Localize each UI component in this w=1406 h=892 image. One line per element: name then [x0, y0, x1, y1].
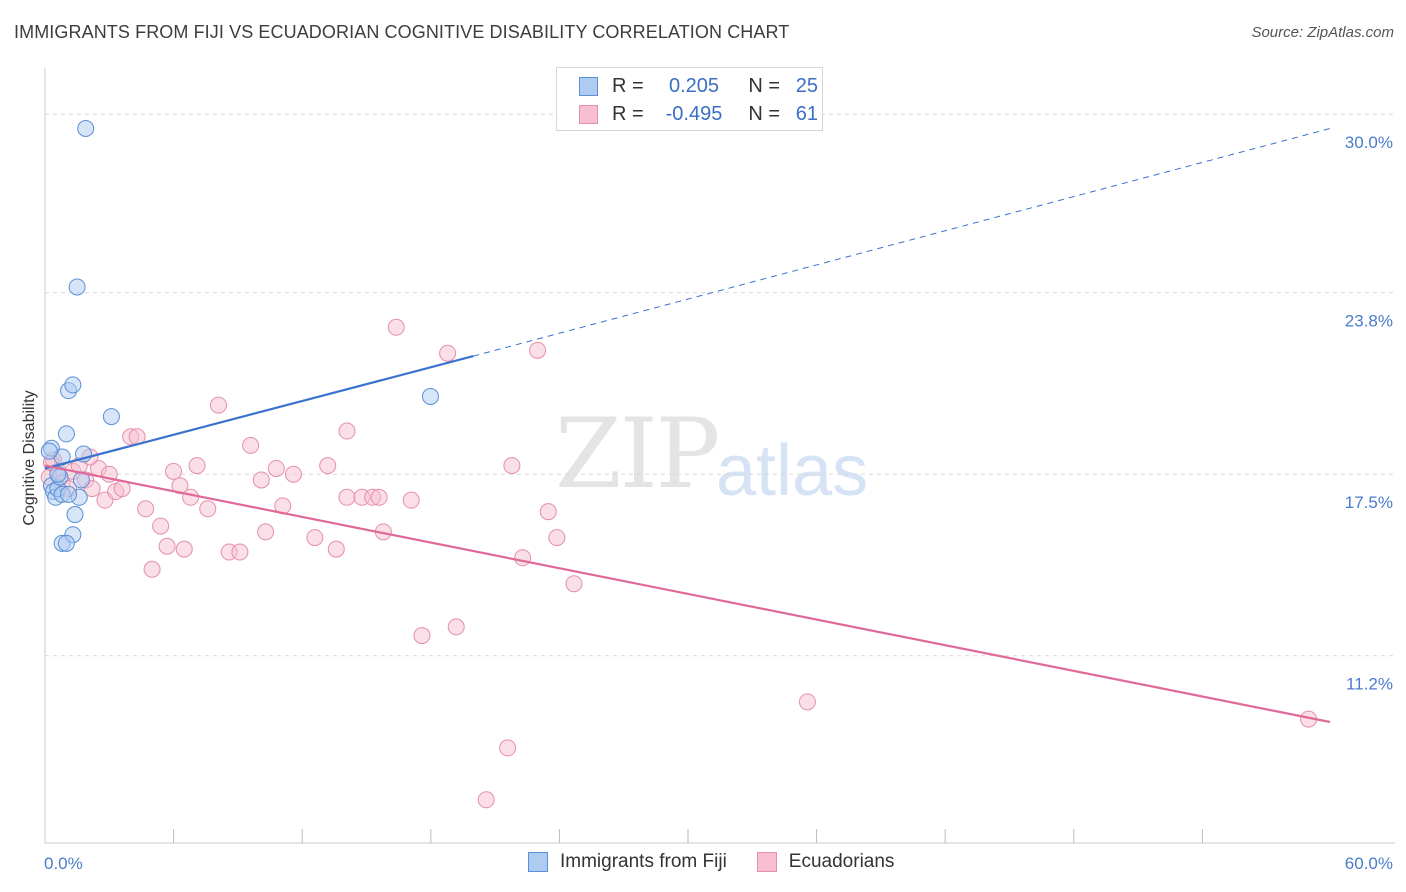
- fiji-legend-swatch: [528, 852, 548, 872]
- data-point: [66, 506, 84, 524]
- data-point: [158, 537, 176, 555]
- data-point: [402, 491, 420, 509]
- watermark-atlas: atlas: [716, 431, 869, 511]
- data-point: [548, 529, 566, 547]
- data-point: [242, 436, 260, 454]
- y-tick-label: 11.2%: [1346, 675, 1393, 694]
- ecuadorians-swatch: [579, 104, 598, 124]
- data-point: [514, 549, 532, 567]
- fiji-swatch: [579, 76, 598, 96]
- data-point: [529, 341, 547, 359]
- fiji-legend-label: Immigrants from Fiji: [560, 851, 727, 872]
- tick-labels: 11.2% 17.5% 23.8% 30.0% 0.0% 60.0%: [44, 133, 1393, 873]
- data-point: [319, 457, 337, 475]
- x-tick-label: 60.0%: [1345, 854, 1393, 873]
- data-point: [40, 442, 58, 460]
- data-point: [199, 500, 217, 518]
- ecuadorians-legend-label: Ecuadorians: [788, 851, 895, 872]
- data-point: [439, 344, 457, 362]
- ecuadorians-legend-swatch: [756, 852, 777, 872]
- data-point: [68, 278, 86, 296]
- watermark-zip: ZIP: [555, 398, 720, 510]
- ecuadorians-trend-line: [44, 464, 1331, 724]
- data-point: [171, 477, 189, 495]
- data-point: [503, 457, 521, 475]
- data-point: [306, 529, 324, 547]
- correlation-legend: R = 0.205 N = 25 R = -0.495 N = 61: [556, 67, 823, 131]
- data-point: [57, 534, 75, 552]
- data-point: [252, 471, 270, 489]
- data-point: [57, 425, 75, 443]
- data-point: [257, 523, 275, 541]
- legend-row-ecuadorians: R = -0.495 N = 61: [579, 102, 818, 126]
- data-point: [338, 422, 356, 440]
- y-axis-label: Cognitive Disability: [21, 390, 38, 525]
- data-point: [165, 462, 182, 480]
- data-point: [102, 408, 120, 426]
- legend-row-fiji: R = 0.205 N = 25: [579, 74, 818, 98]
- data-point: [209, 396, 227, 414]
- data-point: [137, 500, 155, 518]
- data-point: [338, 488, 356, 506]
- legend-r-value: -0.495: [665, 102, 723, 125]
- data-point: [188, 457, 206, 475]
- legend-r-label: R =: [612, 102, 644, 125]
- fiji-points: [40, 120, 439, 552]
- data-point: [565, 575, 583, 593]
- fiji-trend-extension: [473, 128, 1331, 357]
- legend-n-value: 61: [795, 102, 818, 125]
- data-point: [327, 540, 345, 558]
- legend-item-fiji[interactable]: Immigrants from Fiji: [528, 851, 727, 873]
- data-point: [370, 488, 388, 506]
- legend-n-label: N =: [748, 74, 780, 97]
- data-point: [77, 120, 95, 138]
- series-legend: Immigrants from Fiji Ecuadorians: [528, 851, 924, 873]
- data-point: [231, 543, 249, 561]
- data-point: [422, 387, 439, 405]
- y-tick-label: 23.8%: [1345, 312, 1393, 331]
- legend-n-value: 25: [795, 74, 818, 97]
- data-point: [539, 503, 557, 521]
- data-point: [499, 739, 517, 757]
- data-point: [267, 459, 285, 477]
- y-tick-label: 17.5%: [1345, 493, 1393, 512]
- data-point: [143, 560, 161, 578]
- chart-title: IMMIGRANTS FROM FIJI VS ECUADORIAN COGNI…: [14, 22, 790, 42]
- legend-n-label: N =: [748, 102, 780, 125]
- fiji-trend-line: [44, 355, 474, 470]
- x-tick-label: 0.0%: [44, 854, 83, 873]
- data-point: [447, 618, 465, 636]
- grid-lines: [45, 113, 1395, 657]
- y-tick-label: 30.0%: [1345, 133, 1393, 152]
- legend-r-value: 0.205: [668, 74, 720, 97]
- data-point: [477, 791, 495, 809]
- trend-lines: [44, 128, 1331, 724]
- axes: [44, 68, 1395, 844]
- data-point: [64, 376, 82, 394]
- source-label: Source: ZipAtlas.com: [1251, 24, 1394, 41]
- data-point: [798, 693, 816, 711]
- data-point: [413, 627, 431, 645]
- data-point: [284, 465, 302, 483]
- legend-r-label: R =: [612, 74, 644, 97]
- legend-item-ecuadorians[interactable]: Ecuadorians: [756, 851, 895, 873]
- data-point: [152, 517, 170, 535]
- ecuadorians-points: [40, 318, 1318, 809]
- data-point: [387, 318, 405, 336]
- data-point: [60, 485, 78, 503]
- data-point: [175, 540, 193, 558]
